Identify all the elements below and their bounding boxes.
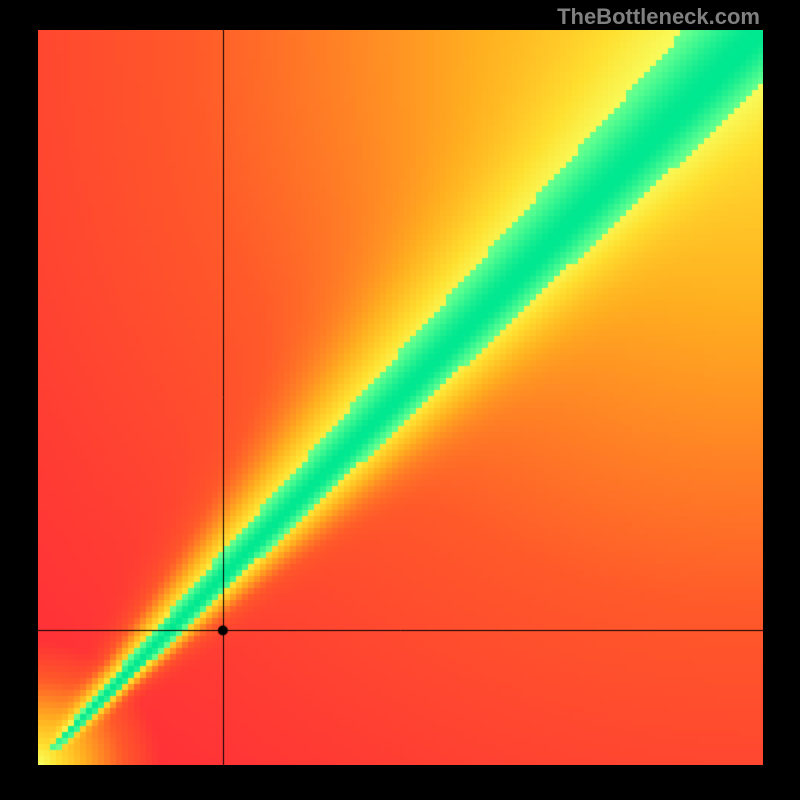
heatmap-canvas	[38, 30, 763, 765]
chart-container: TheBottleneck.com	[0, 0, 800, 800]
watermark-text: TheBottleneck.com	[557, 4, 760, 30]
